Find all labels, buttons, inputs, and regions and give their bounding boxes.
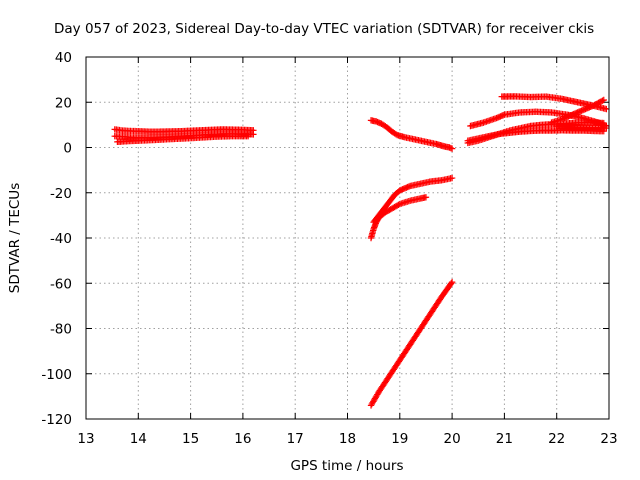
x-tick-label: 19 [391,431,408,447]
series-11 [498,93,610,113]
series-9 [467,108,610,130]
series-1 [111,126,257,135]
x-tick-label: 14 [130,431,147,447]
data-point [600,96,607,104]
y-tick-label: 40 [55,50,72,66]
series-12 [548,96,607,126]
series-7 [367,278,456,409]
data-point [448,145,456,152]
data-point [244,132,252,140]
y-tick-label: -120 [41,412,72,428]
y-tick-label: 20 [55,95,72,111]
data-point [448,174,456,182]
x-tick-label: 22 [548,431,565,447]
data-marks [111,93,610,409]
x-tick-label: 23 [600,431,617,447]
x-tick-label: 17 [287,431,304,447]
x-tick-label: 18 [339,431,356,447]
series-13 [553,122,610,132]
plot-frame [85,56,610,420]
y-axis-label: SDTVAR / TECUs [7,183,23,293]
data-point [395,201,402,209]
y-tick-label: 0 [63,141,72,157]
y-tick-label: -80 [50,322,72,338]
grid [86,57,609,419]
x-tick-label: 20 [444,431,461,447]
data-point [422,194,430,201]
data-point [599,97,606,104]
x-tick-label: 21 [496,431,513,447]
x-tick-label: 16 [234,431,251,447]
data-point [250,131,257,138]
series-6 [367,194,430,242]
y-tick-label: -100 [41,367,72,383]
y-tick-label: -20 [50,186,72,202]
x-axis-label: GPS time / hours [290,458,403,474]
axis-ticks: 13 14 15 16 17 18 19 20 21 22 23 40 20 0 -20 -40 -60 -80 -… [41,50,617,447]
data-point [448,278,456,286]
series-3 [114,132,252,146]
chart-title: Day 057 of 2023, Sidereal Day-to-day VTE… [54,21,594,37]
y-tick-label: -60 [50,276,72,292]
series-4 [367,117,456,152]
series-5 [370,174,456,226]
x-tick-label: 15 [182,431,199,447]
x-tick-label: 13 [77,431,94,447]
y-tick-label: -40 [50,231,72,247]
data-point [448,280,455,287]
